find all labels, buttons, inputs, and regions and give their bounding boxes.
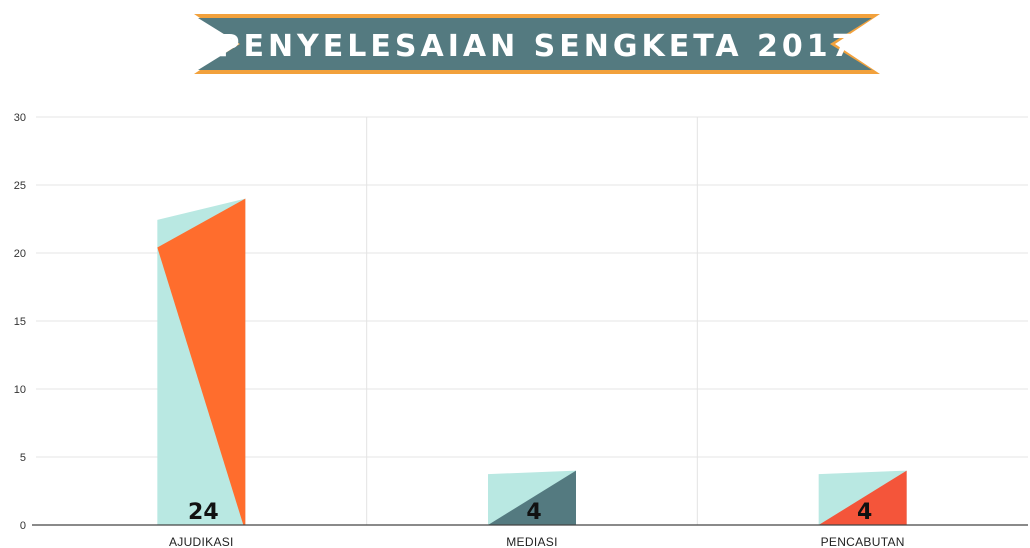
chart-title: PENYELESAIAN SENGKETA 2017 [217, 29, 856, 64]
bars [157, 198, 907, 525]
bar-shape-accent [157, 198, 246, 525]
bar-shape-accent [488, 470, 576, 525]
y-tick-label-20: 20 [14, 248, 26, 260]
x-tick-label-mediasi: MEDIASI [506, 535, 557, 548]
y-tick-label-10: 10 [14, 384, 26, 396]
x-axis-categories: AJUDIKASI MEDIASI PENCABUTAN [169, 535, 905, 548]
y-tick-label-5: 5 [20, 452, 26, 464]
y-axis-ticks: 0 5 10 15 20 25 30 [14, 112, 26, 532]
y-tick-label-30: 30 [14, 112, 26, 124]
banner-ribbon [198, 18, 872, 70]
data-labels: 24 4 4 [188, 500, 872, 525]
bar-ajudikasi [157, 198, 246, 525]
bar-pencabutan [818, 470, 907, 525]
data-label-ajudikasi: 24 [188, 500, 219, 525]
data-label-mediasi: 4 [526, 500, 541, 525]
data-label-pencabutan: 4 [857, 500, 872, 525]
x-tick-label-pencabutan: PENCABUTAN [821, 535, 905, 548]
x-tick-label-ajudikasi: AJUDIKASI [169, 535, 234, 548]
bar-shape-accent [818, 470, 907, 525]
y-tick-label-25: 25 [14, 180, 26, 192]
y-tick-label-0: 0 [20, 520, 26, 532]
bar-mediasi [488, 470, 576, 525]
title-banner: PENYELESAIAN SENGKETA 2017 [194, 14, 880, 74]
y-tick-label-15: 15 [14, 316, 26, 328]
